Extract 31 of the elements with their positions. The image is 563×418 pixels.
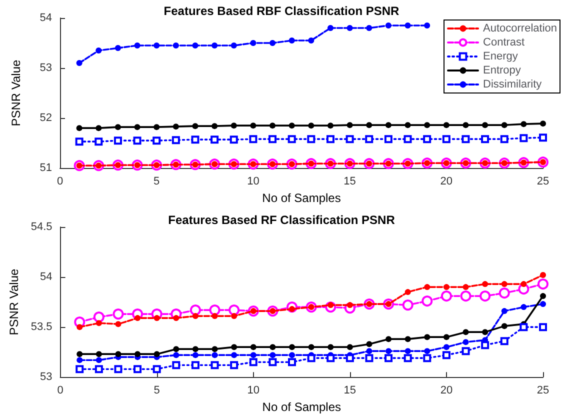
legend-label: Contrast [483, 36, 525, 48]
x-tick-label: 5 [154, 176, 160, 188]
y-axis-title: PSNR Value [7, 268, 21, 336]
legend-label: Entropy [483, 64, 522, 76]
x-tick-label: 15 [344, 384, 356, 397]
chart-title: Features Based RBF Classification PSNR [164, 4, 400, 18]
x-tick-label: 25 [536, 384, 550, 397]
y-tick-label: 52 [40, 112, 52, 124]
y-tick-label: 53 [40, 371, 52, 384]
x-tick-label: 20 [440, 384, 453, 397]
y-tick-label: 53.5 [30, 321, 52, 334]
x-tick-label: 0 [57, 384, 64, 397]
legend-label: Energy [483, 50, 518, 62]
legend-label: Dissimilarity [483, 78, 542, 90]
legend-label: Autocorrelation [483, 22, 558, 34]
x-axis-title: No of Samples [262, 400, 342, 414]
x-tick-label: 0 [56, 176, 64, 188]
y-tick-label: 53 [40, 62, 52, 74]
x-tick-label: 10 [247, 384, 260, 397]
x-tick-label: 20 [440, 176, 453, 188]
x-tick-label: 25 [536, 176, 550, 188]
chart-title: Features Based RF Classification PSNR [168, 213, 396, 227]
x-axis-title: No of Samples [262, 191, 341, 205]
y-tick-label: 54 [40, 12, 52, 24]
y-tick-label: 51 [40, 162, 52, 174]
x-tick-label: 10 [247, 176, 260, 188]
y-tick-label: 54.5 [30, 221, 52, 233]
y-axis-title: PSNR Value [9, 59, 23, 126]
x-tick-label: 5 [154, 384, 160, 397]
x-tick-label: 15 [344, 176, 356, 188]
y-tick-label: 54 [40, 271, 52, 284]
